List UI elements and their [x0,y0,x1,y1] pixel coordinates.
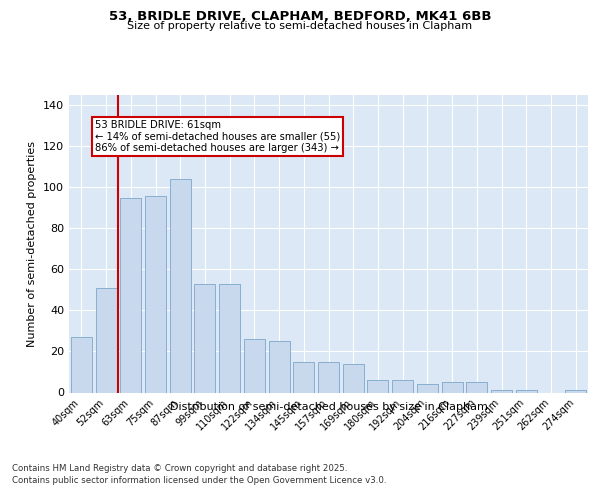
Bar [219,284,240,393]
Bar [491,390,512,392]
Text: 53, BRIDLE DRIVE, CLAPHAM, BEDFORD, MK41 6BB: 53, BRIDLE DRIVE, CLAPHAM, BEDFORD, MK41… [109,10,491,23]
Bar [442,382,463,392]
Bar [392,380,413,392]
Bar [367,380,388,392]
Text: Distribution of semi-detached houses by size in Clapham: Distribution of semi-detached houses by … [170,402,488,412]
Bar [194,284,215,393]
Bar [269,341,290,392]
Bar [145,196,166,392]
Text: 53 BRIDLE DRIVE: 61sqm
← 14% of semi-detached houses are smaller (55)
86% of sem: 53 BRIDLE DRIVE: 61sqm ← 14% of semi-det… [95,120,340,153]
Bar [343,364,364,392]
Text: Contains HM Land Registry data © Crown copyright and database right 2025.: Contains HM Land Registry data © Crown c… [12,464,347,473]
Y-axis label: Number of semi-detached properties: Number of semi-detached properties [28,141,37,347]
Text: Size of property relative to semi-detached houses in Clapham: Size of property relative to semi-detach… [127,21,473,31]
Bar [516,390,537,392]
Bar [244,339,265,392]
Bar [318,362,339,392]
Bar [170,179,191,392]
Text: Contains public sector information licensed under the Open Government Licence v3: Contains public sector information licen… [12,476,386,485]
Bar [120,198,141,392]
Bar [565,390,586,392]
Bar [293,362,314,392]
Bar [466,382,487,392]
Bar [417,384,438,392]
Bar [95,288,116,393]
Bar [71,337,92,392]
